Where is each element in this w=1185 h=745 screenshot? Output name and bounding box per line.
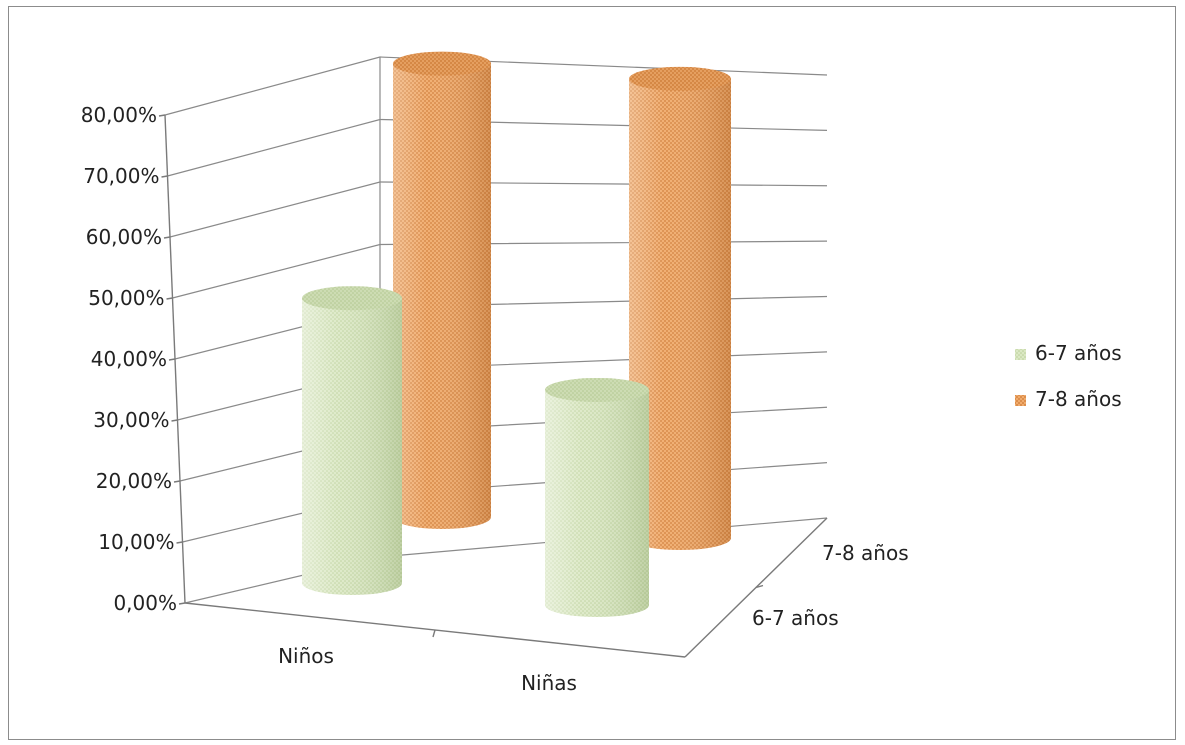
- bar-top: [393, 51, 491, 76]
- bar-top-shade: [545, 377, 649, 402]
- y-tick-label: 20,00%: [96, 469, 172, 493]
- legend-label: 6-7 años: [1035, 341, 1122, 365]
- bar-shading: [545, 389, 649, 617]
- bar-orange: [393, 51, 491, 529]
- y-tick-mark: [178, 602, 186, 605]
- y-tick-mark: [158, 114, 166, 117]
- depth-tick-mark: [755, 584, 764, 589]
- x-category-label: Niños: [278, 644, 334, 668]
- chart-frame: [8, 6, 1176, 740]
- y-tick-label: 50,00%: [88, 286, 164, 310]
- bar-green: [302, 286, 402, 595]
- y-tick-mark: [173, 480, 181, 483]
- legend-swatch: [1015, 395, 1026, 406]
- x-axis-labels: Niños Niñas: [278, 644, 577, 695]
- y-tick-label: 0,00%: [113, 591, 177, 615]
- bar-top: [545, 377, 649, 402]
- y-tick-label: 40,00%: [91, 347, 167, 371]
- bar-orange: [629, 66, 731, 550]
- y-tick-label: 70,00%: [83, 164, 159, 188]
- bar-shading: [629, 78, 731, 550]
- bar-shading: [302, 298, 402, 595]
- y-tick-mark: [163, 236, 171, 239]
- y-tick-label: 80,00%: [81, 103, 157, 127]
- bar-green: [545, 377, 649, 617]
- y-tick-label: 30,00%: [93, 408, 169, 432]
- chart-bars: [302, 51, 731, 617]
- y-tick-mark: [171, 419, 178, 422]
- depth-category-label: 7-8 años: [822, 541, 909, 565]
- bar-top-shade: [629, 66, 731, 91]
- legend-swatch: [1015, 349, 1026, 360]
- bar-top: [629, 66, 731, 91]
- y-tick-mark: [168, 358, 176, 361]
- depth-axis-labels: 6-7 años 7-8 años: [752, 541, 909, 630]
- chart-legend: 6-7 años 7-8 años: [1015, 341, 1122, 411]
- bar-top-shade: [302, 286, 402, 311]
- legend-label: 7-8 años: [1035, 387, 1122, 411]
- y-tick-mark: [161, 175, 168, 178]
- x-tick-mark: [432, 629, 436, 638]
- depth-category-label: 6-7 años: [752, 606, 839, 630]
- y-tick-label: 10,00%: [98, 530, 174, 554]
- y-axis-ticks: 0,00% 10,00% 20,00% 30,00% 40,00% 50,00% 60,00…: [81, 103, 186, 615]
- x-category-label: Niñas: [521, 671, 577, 695]
- y-tick-mark: [166, 297, 173, 300]
- bar-top-shade: [393, 51, 491, 76]
- bar-top: [302, 286, 402, 311]
- bar-shading: [393, 63, 491, 529]
- y-tick-mark: [176, 541, 183, 544]
- y-tick-label: 60,00%: [86, 225, 162, 249]
